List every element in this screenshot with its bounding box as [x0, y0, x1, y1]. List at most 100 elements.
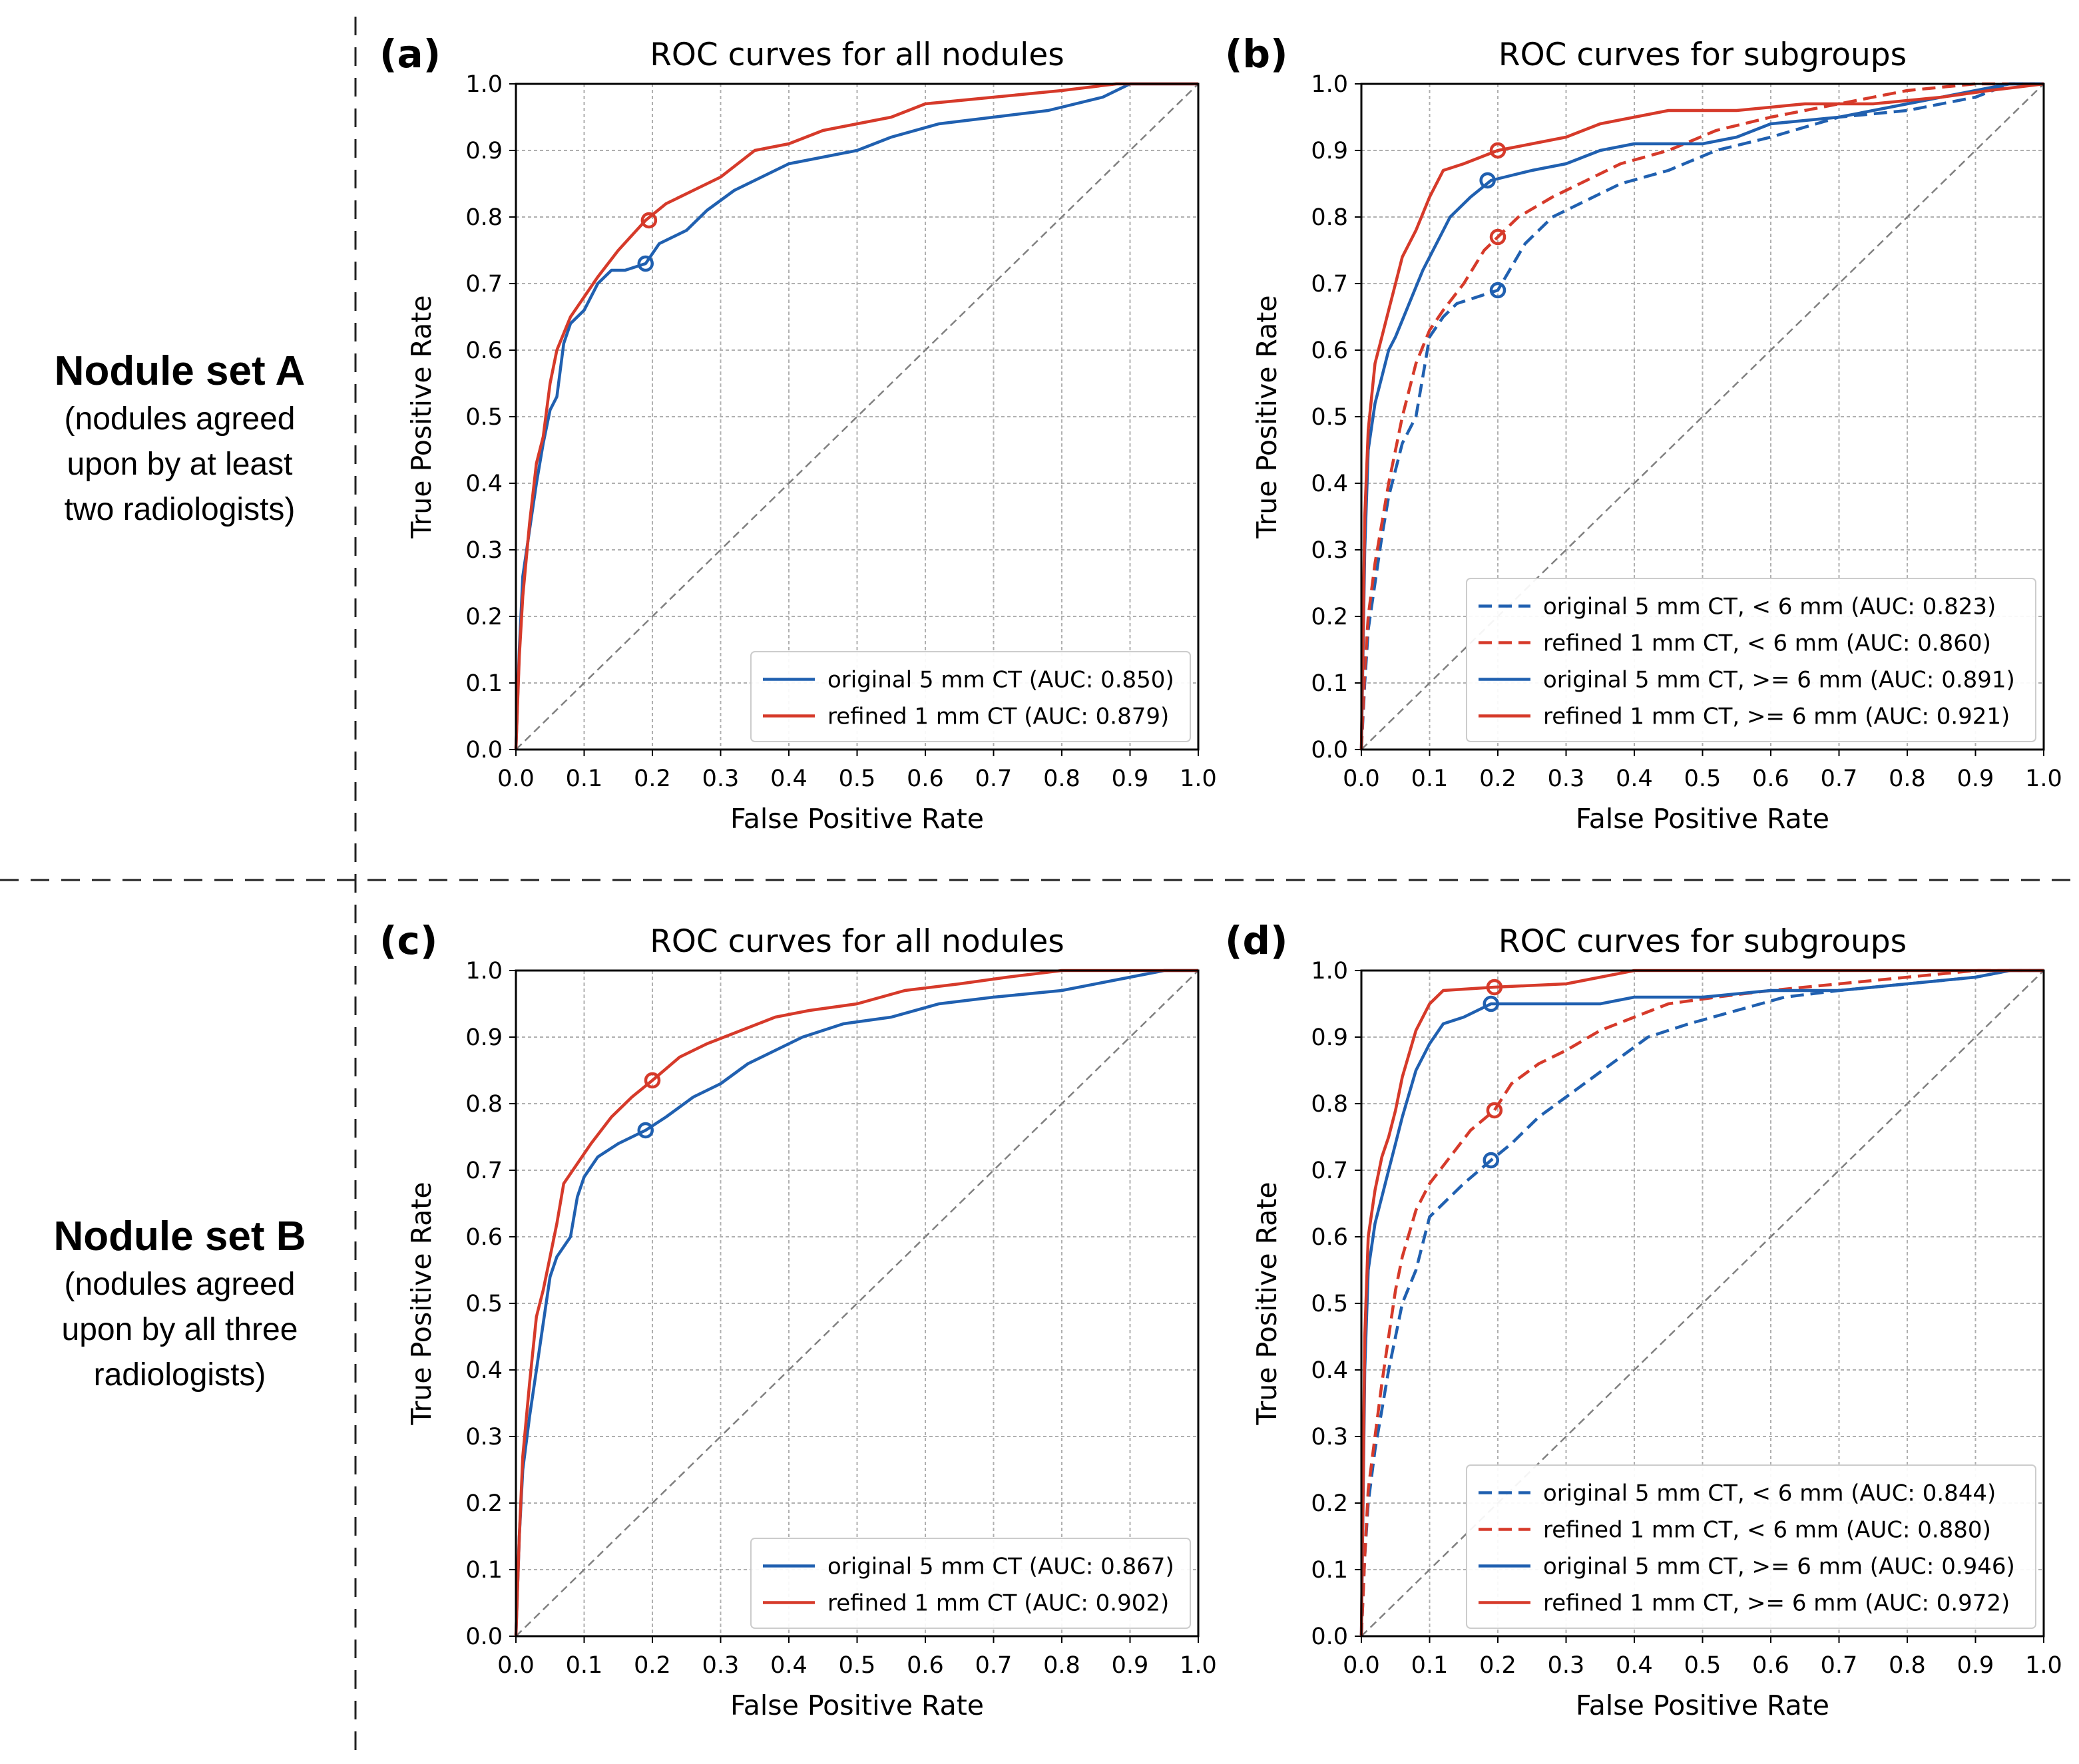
series-line-2 — [514, 82, 1198, 750]
y-tick-label: 1.0 — [465, 71, 503, 98]
y-tick-label: 0.8 — [465, 1091, 503, 1118]
x-tick-label: 0.7 — [975, 1652, 1013, 1679]
legend-label: original 5 mm CT (AUC: 0.850) — [827, 667, 1174, 694]
chance-diagonal — [515, 970, 1199, 1637]
operating-point-marker — [1489, 282, 1506, 299]
y-tick-label: 0.8 — [1311, 1091, 1348, 1118]
y-tick-label: 0.1 — [1311, 1557, 1348, 1584]
y-tick-label: 0.1 — [1311, 670, 1348, 697]
x-tick-label: 0.8 — [1889, 1652, 1926, 1679]
x-tick-label: 0.3 — [1548, 766, 1585, 792]
series-line-1 — [514, 969, 1198, 1637]
legend-box — [750, 651, 1191, 742]
y-tick-label: 0.2 — [1311, 604, 1348, 630]
x-tick-label: 0.7 — [1821, 1652, 1858, 1679]
legend-label: original 5 mm CT, >= 6 mm (AUC: 0.946) — [1543, 1554, 2015, 1580]
panel-label: (a) — [379, 31, 441, 77]
y-tick-label: 0.9 — [465, 138, 503, 164]
operating-point-marker — [1486, 1102, 1503, 1119]
legend-label: refined 1 mm CT, >= 6 mm (AUC: 0.921) — [1543, 704, 2010, 730]
row-desc-line: (nodules agreed — [64, 1267, 296, 1302]
operating-point-marker — [637, 255, 654, 272]
x-tick-label: 1.0 — [1180, 1652, 1217, 1679]
series-line-1 — [1359, 969, 2044, 1637]
x-tick-label: 0.1 — [1411, 1652, 1449, 1679]
y-tick-label: 0.6 — [465, 1224, 503, 1251]
y-tick-label: 0.9 — [1311, 1024, 1348, 1051]
y-tick-label: 0.2 — [465, 1490, 503, 1517]
x-tick-label: 0.6 — [1752, 1652, 1789, 1679]
x-axis-label: False Positive Rate — [1576, 1689, 1829, 1721]
series-line-4 — [1359, 969, 2044, 1637]
x-tick-label: 0.2 — [1479, 766, 1516, 792]
x-tick-label: 0.9 — [1957, 1652, 1994, 1679]
x-tick-label: 0.1 — [1411, 766, 1449, 792]
x-tick-label: 0.4 — [1616, 1652, 1653, 1679]
y-tick-label: 0.3 — [1311, 1424, 1348, 1450]
x-tick-label: 0.7 — [1821, 766, 1858, 792]
row-desc-line: upon by at least — [67, 447, 293, 482]
x-tick-label: 1.0 — [2025, 766, 2062, 792]
y-axis-label: True Positive Rate — [405, 1182, 437, 1425]
legend-label: original 5 mm CT (AUC: 0.867) — [827, 1554, 1174, 1580]
legend-label: refined 1 mm CT (AUC: 0.879) — [827, 704, 1169, 730]
x-tick-label: 0.6 — [1752, 766, 1789, 792]
y-tick-label: 0.7 — [1311, 271, 1348, 298]
x-tick-label: 0.1 — [566, 1652, 603, 1679]
y-axis-label: True Positive Rate — [1251, 1182, 1283, 1425]
legend-label: original 5 mm CT, < 6 mm (AUC: 0.844) — [1543, 1480, 1996, 1507]
y-axis-label: True Positive Rate — [405, 295, 437, 539]
x-tick-label: 0.2 — [634, 1652, 671, 1679]
x-tick-label: 1.0 — [2025, 1652, 2062, 1679]
x-tick-label: 0.8 — [1889, 766, 1926, 792]
x-tick-label: 0.5 — [839, 1652, 876, 1679]
y-tick-label: 0.2 — [1311, 1490, 1348, 1517]
series-line-2 — [514, 969, 1198, 1637]
y-tick-label: 0.5 — [1311, 1291, 1348, 1317]
x-tick-label: 0.3 — [702, 1652, 740, 1679]
y-tick-label: 0.4 — [1311, 1357, 1348, 1384]
x-axis-label: False Positive Rate — [1576, 803, 1829, 835]
operating-point-marker — [1479, 172, 1496, 189]
y-tick-label: 0.0 — [1311, 737, 1348, 764]
x-tick-label: 0.9 — [1957, 766, 1994, 792]
chart-title: ROC curves for subgroups — [1499, 37, 1907, 73]
row-label-b: Nodule set B (nodules agreed upon by all… — [7, 1212, 353, 1398]
series-line-1 — [514, 82, 1198, 750]
x-tick-label: 0.3 — [702, 766, 740, 792]
x-tick-label: 0.4 — [770, 1652, 808, 1679]
operating-point-marker — [1489, 142, 1506, 159]
plot-frame — [515, 83, 1200, 751]
operating-point-marker — [644, 1072, 661, 1089]
y-tick-label: 0.3 — [465, 537, 503, 564]
legend-label: refined 1 mm CT, < 6 mm (AUC: 0.880) — [1543, 1517, 1991, 1544]
x-tick-label: 0.4 — [1616, 766, 1653, 792]
y-tick-label: 0.1 — [465, 670, 503, 697]
row-desc-line: two radiologists) — [64, 492, 296, 527]
x-tick-label: 0.0 — [497, 766, 535, 792]
y-tick-label: 0.7 — [465, 271, 503, 298]
row-label-a: Nodule set A (nodules agreed upon by at … — [7, 346, 353, 533]
x-tick-label: 0.1 — [566, 766, 603, 792]
x-tick-label: 1.0 — [1180, 766, 1217, 792]
x-tick-label: 0.6 — [907, 1652, 944, 1679]
row-desc-line: upon by all three — [61, 1312, 298, 1347]
y-tick-label: 0.2 — [465, 604, 503, 630]
legend-box — [1466, 578, 2036, 742]
chance-diagonal — [515, 83, 1199, 750]
series-line-3 — [1359, 969, 2044, 1637]
x-tick-label: 0.3 — [1548, 1652, 1585, 1679]
series-line-2 — [1359, 82, 2044, 750]
y-tick-label: 0.6 — [1311, 1224, 1348, 1251]
x-tick-label: 0.2 — [1479, 1652, 1516, 1679]
y-tick-label: 0.0 — [465, 1624, 503, 1650]
x-tick-label: 0.6 — [907, 766, 944, 792]
y-tick-label: 0.8 — [465, 204, 503, 231]
legend-label: original 5 mm CT, < 6 mm (AUC: 0.823) — [1543, 594, 1996, 620]
y-tick-label: 0.4 — [465, 471, 503, 497]
operating-point-marker — [1483, 995, 1499, 1012]
legend-label: refined 1 mm CT, < 6 mm (AUC: 0.860) — [1543, 630, 1991, 657]
row-desc-line: (nodules agreed — [64, 401, 296, 437]
row-heading: Nodule set A — [54, 348, 306, 394]
y-axis-label: True Positive Rate — [1251, 295, 1283, 539]
